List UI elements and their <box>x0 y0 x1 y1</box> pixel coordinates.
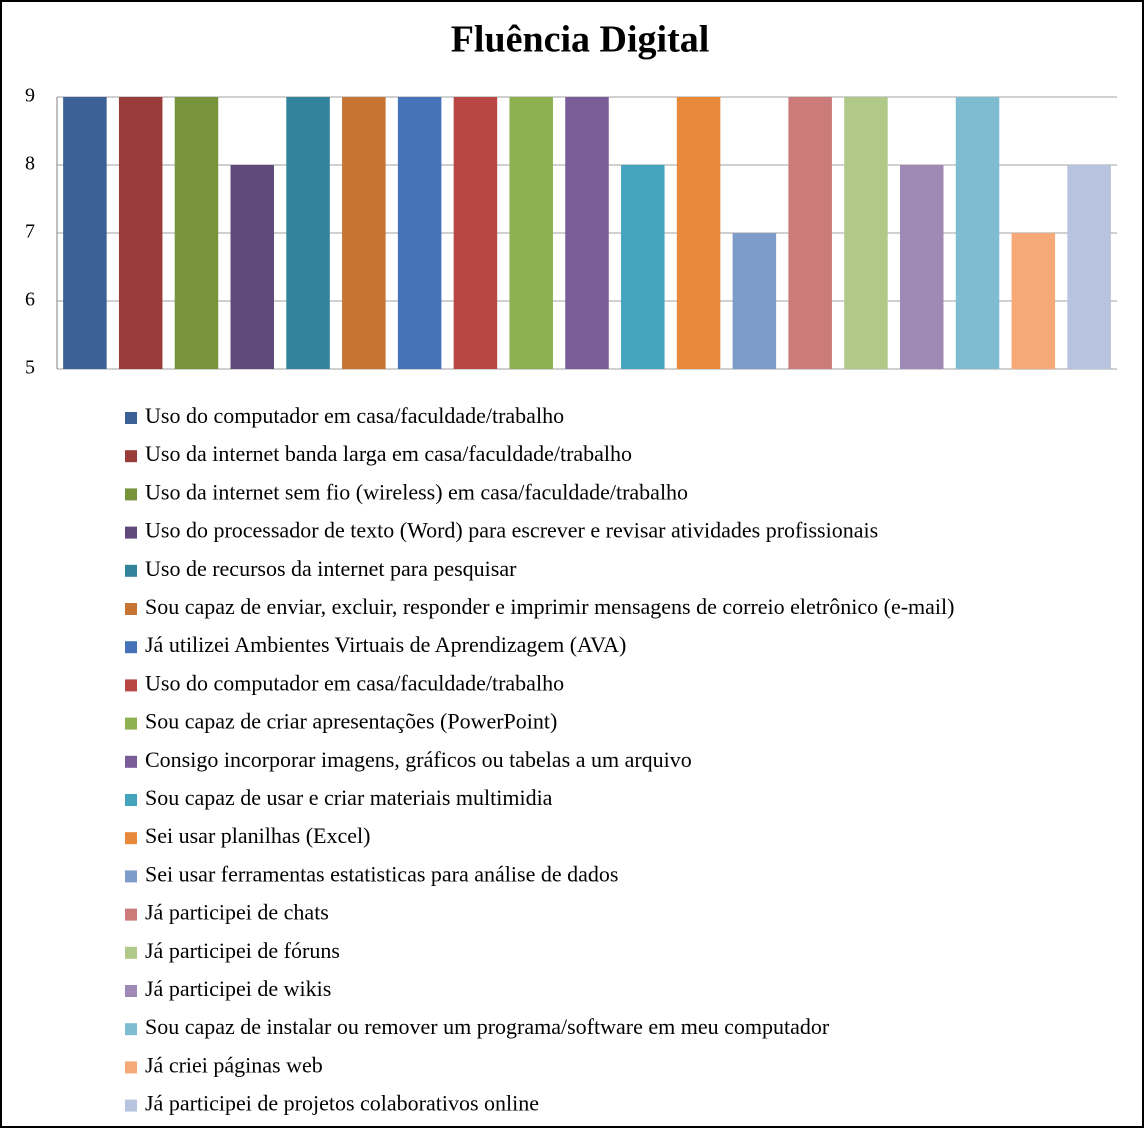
legend-swatch <box>125 1099 137 1112</box>
legend-swatch <box>125 985 137 997</box>
bar <box>230 165 275 369</box>
legend-label: Sou capaz de criar apresentações (PowerP… <box>145 709 557 734</box>
y-tick-label: 6 <box>25 289 35 311</box>
bar <box>844 97 888 369</box>
legend-label: Sou capaz de usar e criar materiais mult… <box>145 785 553 810</box>
legend-label: Uso da internet sem fio (wireless) em ca… <box>145 479 688 504</box>
legend-label: Uso do computador em casa/faculdade/trab… <box>145 403 564 428</box>
bar <box>1067 165 1111 369</box>
legend-label: Já participei de wikis <box>145 976 331 1001</box>
legend-label: Sei usar planilhas (Excel) <box>145 823 370 848</box>
legend-swatch <box>125 794 137 806</box>
legend-swatch <box>125 488 137 501</box>
legend-swatch <box>125 946 137 959</box>
legend-swatch <box>125 603 137 615</box>
bar <box>453 97 498 369</box>
legend-swatch <box>125 679 137 692</box>
legend-label: Consigo incorporar imagens, gráficos ou … <box>145 747 692 772</box>
bar <box>397 97 442 369</box>
legend-label: Uso da internet banda larga em casa/facu… <box>145 441 632 466</box>
legend-swatch <box>125 717 137 730</box>
legend-swatch <box>125 1061 137 1074</box>
legend-swatch <box>125 450 137 463</box>
y-tick-label: 9 <box>25 85 35 107</box>
bar <box>621 165 665 369</box>
legend-swatch <box>125 564 137 577</box>
legend-label: Já participei de fóruns <box>145 938 340 963</box>
legend-swatch <box>125 641 137 654</box>
bar <box>63 97 107 369</box>
bar <box>732 233 777 369</box>
legend-label: Sou capaz de enviar, excluir, responder … <box>145 594 954 619</box>
bar <box>118 97 163 369</box>
bar <box>286 97 330 369</box>
legend-swatch <box>125 870 137 883</box>
bar <box>899 165 944 369</box>
legend-label: Já participei de projetos colaborativos … <box>145 1091 539 1116</box>
legend-label: Já participei de chats <box>145 900 329 925</box>
chart-title: Fluência Digital <box>451 19 710 61</box>
legend-swatch <box>125 526 137 539</box>
legend-label: Sou capaz de instalar ou remover um prog… <box>145 1014 830 1039</box>
legend-label: Uso de recursos da internet para pesquis… <box>145 556 517 581</box>
bar <box>174 97 219 369</box>
y-tick-label: 8 <box>25 153 35 175</box>
legend-swatch <box>125 755 137 768</box>
bar <box>676 97 721 369</box>
legend-label: Sei usar ferramentas estatisticas para a… <box>145 861 618 886</box>
legend-label: Já utilizei Ambientes Virtuais de Aprend… <box>145 632 626 657</box>
y-tick-label: 5 <box>25 357 35 379</box>
bar <box>955 97 1000 369</box>
bar <box>342 97 386 369</box>
bar <box>509 97 553 369</box>
legend-label: Uso do processador de texto (Word) para … <box>145 518 878 543</box>
legend-swatch <box>125 908 137 921</box>
bar <box>1011 233 1056 369</box>
legend-label: Uso do computador em casa/faculdade/trab… <box>145 670 564 695</box>
y-tick-label: 7 <box>25 221 35 243</box>
bar <box>565 97 609 369</box>
legend-swatch <box>125 832 137 845</box>
legend-swatch <box>125 1023 137 1036</box>
legend-label: Já criei páginas web <box>145 1052 323 1077</box>
legend-swatch <box>125 412 137 424</box>
bar <box>788 97 832 369</box>
